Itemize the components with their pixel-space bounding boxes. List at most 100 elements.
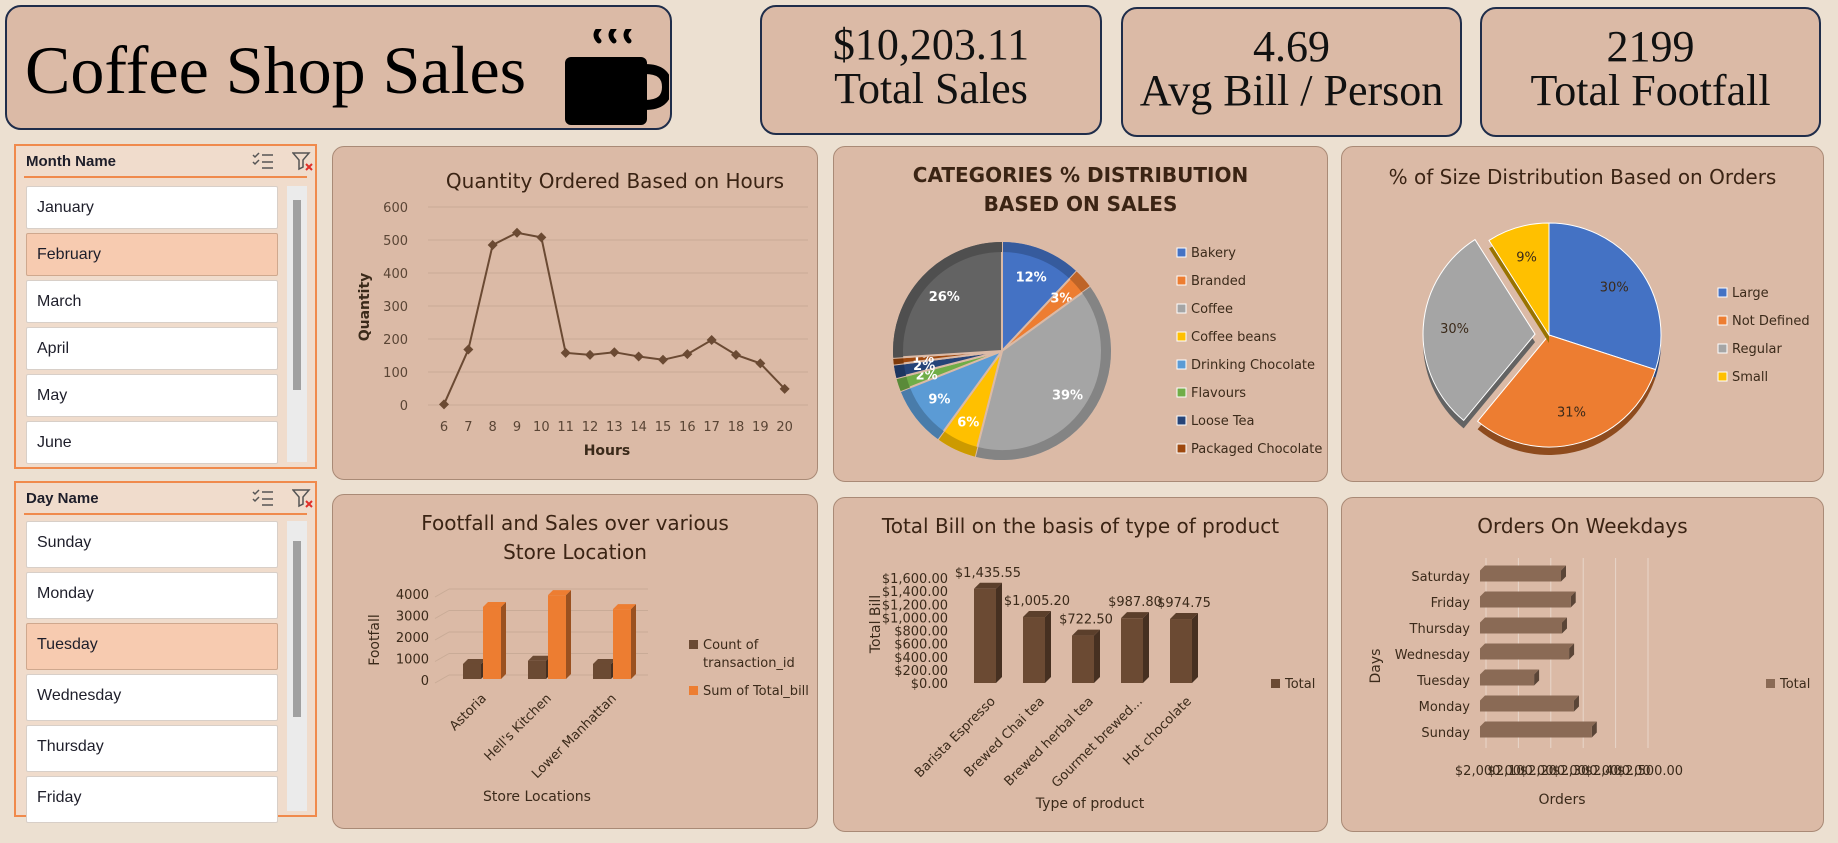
bar <box>974 588 996 683</box>
y-axis-label: Quantity <box>357 273 373 342</box>
y-axis-label: Footfall <box>367 614 383 665</box>
bar-side <box>1569 643 1575 660</box>
x-tick-label: $2,300.00 <box>1552 764 1618 779</box>
y-tick-label: $1,200.00 <box>882 598 948 613</box>
y-tick-label: Tuesday <box>1416 674 1470 689</box>
data-point <box>439 399 449 410</box>
legend-swatch <box>1176 303 1187 314</box>
slicer-item[interactable]: March <box>26 280 278 323</box>
kpi-total-sales: $10,203.11 Total Sales <box>760 5 1102 135</box>
bar <box>1480 622 1562 634</box>
multi-select-icon[interactable] <box>252 488 274 508</box>
y-tick-label: 300 <box>383 300 408 315</box>
slicer-item[interactable]: Monday <box>26 572 278 619</box>
legend-swatch <box>1717 371 1728 382</box>
scroll-thumb[interactable] <box>293 541 301 717</box>
slicer-item[interactable]: January <box>26 186 278 229</box>
y-tick-label: Sunday <box>1421 726 1470 741</box>
x-tick-label: 18 <box>728 420 745 435</box>
clear-filter-icon[interactable] <box>292 151 314 173</box>
clear-filter-icon[interactable] <box>292 488 314 510</box>
slicer-item[interactable]: Sunday <box>26 521 278 568</box>
slicer-item[interactable]: February <box>26 233 278 276</box>
x-axis-label: Orders <box>1538 792 1585 808</box>
month-slicer-items: January February March April May June <box>26 186 278 468</box>
bar <box>1480 674 1535 686</box>
slicer-item[interactable]: Tuesday <box>26 623 278 670</box>
pie-slice <box>1422 238 1536 422</box>
bar-side <box>1534 669 1540 686</box>
kpi-value: $10,203.11 <box>832 20 1030 69</box>
categories-chart-panel: CATEGORIES % DISTRIBUTION BASED ON SALES… <box>833 146 1328 482</box>
gridline <box>434 653 450 662</box>
pie-slice-bevel <box>896 375 910 392</box>
slicer-item[interactable]: June <box>26 421 278 464</box>
multi-select-icon[interactable] <box>252 151 274 171</box>
bar <box>1480 700 1574 712</box>
bar-top <box>528 655 551 661</box>
bar-top <box>1170 613 1198 620</box>
bar-side <box>501 601 506 679</box>
slicer-item[interactable]: May <box>26 374 278 417</box>
bar-side <box>1143 612 1149 683</box>
gridline <box>434 674 450 684</box>
data-point <box>706 334 717 345</box>
gridline <box>434 610 450 619</box>
x-axis-label: Store Locations <box>483 789 591 805</box>
x-tick-label: 6 <box>440 420 448 435</box>
pie-slice-bevel <box>974 286 1111 460</box>
legend-label: Small <box>1732 370 1768 385</box>
x-tick-label: 19 <box>752 420 769 435</box>
y-tick-label: Saturday <box>1411 570 1470 585</box>
x-tick-label: 16 <box>679 420 696 435</box>
slicer-item[interactable]: Thursday <box>26 725 278 772</box>
y-tick-label: $400.00 <box>894 651 948 666</box>
stores-chart-panel: Footfall and Sales over various Store Lo… <box>332 494 818 829</box>
day-slicer-scrollbar[interactable] <box>287 521 307 811</box>
data-point <box>536 232 547 243</box>
products-bar-chart: $0.00$200.00$400.00$600.00$800.00$1,000.… <box>868 566 1315 812</box>
month-slicer-scrollbar[interactable] <box>287 186 307 462</box>
bar <box>1121 618 1143 683</box>
bar-side <box>1573 695 1579 712</box>
data-point <box>633 351 644 362</box>
x-tick-label: 20 <box>776 420 793 435</box>
kpi-label: Total Sales <box>834 64 1028 113</box>
pie-slice <box>891 239 1003 359</box>
gridline <box>434 631 450 641</box>
pie-data-label: 30% <box>1600 281 1629 296</box>
chart-title: CATEGORIES % DISTRIBUTION BASED ON SALES <box>912 163 1249 216</box>
data-point <box>585 349 595 360</box>
y-tick-label: $0.00 <box>911 677 948 692</box>
day-slicer: Day Name Sunday Monday Tuesday Wednesday Thu… <box>14 481 317 823</box>
legend-label: Drinking Chocolate <box>1191 358 1315 373</box>
y-tick-label: Wednesday <box>1395 648 1471 663</box>
data-label: $722.50 <box>1059 613 1113 628</box>
legend-label: Packaged Chocolate <box>1191 442 1322 457</box>
data-point <box>779 383 790 394</box>
x-tick-label: 13 <box>606 420 623 435</box>
legend-swatch <box>689 640 698 649</box>
bar <box>1480 648 1570 660</box>
pie-data-label: 2% <box>913 359 935 374</box>
pie-slice-bevel <box>893 242 1003 358</box>
weekdays-chart-panel: Orders On Weekdays Saturday Friday Thursda… <box>1341 497 1824 832</box>
legend-swatch <box>1176 359 1187 370</box>
slicer-item[interactable]: Friday <box>26 776 278 823</box>
bar-top <box>1480 695 1579 701</box>
legend-label: Bakery <box>1191 246 1236 261</box>
slicer-item[interactable]: Wednesday <box>26 674 278 721</box>
bar-side <box>1561 565 1566 582</box>
scroll-thumb[interactable] <box>293 200 301 390</box>
hours-line-chart: 0 100 200 300 400 500 600 6 7 8 9 10 11 12 13 14 15 16 17 1… <box>357 201 808 459</box>
y-tick-label: Monday <box>1419 700 1471 715</box>
pie-data-label: 12% <box>1016 270 1047 285</box>
legend-label: Count of transaction_id <box>703 638 795 671</box>
y-tick-label: $600.00 <box>894 638 948 653</box>
legend-label-line: Count of <box>703 638 759 653</box>
bar-side <box>631 604 636 679</box>
legend-label: Total <box>1779 677 1810 692</box>
legend-swatch <box>1176 275 1187 286</box>
legend-label: Sum of Total_bill <box>703 684 809 699</box>
slicer-item[interactable]: April <box>26 327 278 370</box>
